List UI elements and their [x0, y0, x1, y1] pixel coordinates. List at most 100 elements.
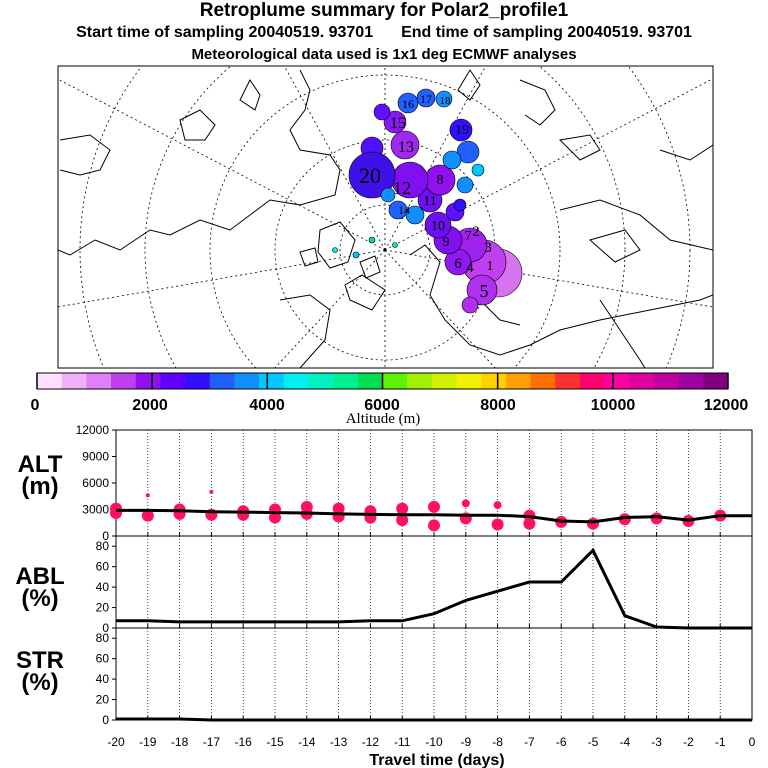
x-tick-label: -6 — [556, 735, 567, 749]
altitude-dot — [428, 519, 440, 532]
colorbar-segment — [111, 373, 137, 389]
plume-circle — [383, 110, 407, 134]
plume-circle — [348, 151, 396, 199]
x-tick-label: -8 — [492, 735, 503, 749]
day-label: 7 — [465, 229, 472, 244]
altitude-dot — [493, 501, 502, 510]
sampling-times: Start time of sampling 20040519. 93701 En… — [0, 24, 768, 42]
colorbar-segment — [259, 373, 285, 389]
colorbar-segment — [530, 373, 556, 389]
plume-circle — [456, 176, 474, 194]
day-label: 1 — [487, 259, 494, 274]
day-label: 20 — [359, 163, 381, 188]
colorbar-segment — [678, 373, 704, 389]
plume-circle — [416, 88, 436, 108]
x-tick-label: 0 — [749, 735, 756, 749]
day-label: 19 — [455, 123, 469, 138]
y-tick-label: 9000 — [82, 450, 109, 464]
y-tick-label: 80 — [96, 539, 110, 553]
plume-circle — [397, 92, 419, 114]
colorbar-segment — [283, 373, 309, 389]
colorbar-segment — [382, 373, 408, 389]
day-label: 11 — [423, 194, 436, 209]
met-data-note: Meteorological data used is 1x1 deg ECMW… — [191, 46, 577, 63]
x-tick-label: -4 — [619, 735, 630, 749]
end-time: End time of sampling 20040519. 93701 — [401, 24, 692, 41]
altitude-colorbar — [36, 372, 729, 390]
colorbar-segment — [37, 373, 63, 389]
colorbar-segment — [431, 373, 458, 389]
x-tick-label: -17 — [203, 735, 221, 749]
y-tick-label: 3000 — [82, 503, 109, 517]
colorbar-segment — [653, 373, 680, 389]
y-tick-label: 60 — [96, 560, 110, 574]
x-tick-label: -2 — [683, 735, 694, 749]
abl-panel-label: ABL (%) — [5, 563, 75, 612]
colorbar-tick: 10000 — [591, 397, 636, 414]
colorbar-title: Altitude (m) — [346, 411, 421, 427]
x-tick-label: -20 — [107, 735, 125, 749]
alt-panel: 0 3000 6000 9000 12000 — [76, 423, 753, 543]
x-tick-label: -3 — [651, 735, 662, 749]
colorbar-tick: 12000 — [704, 397, 749, 414]
day-label: 13 — [398, 139, 414, 156]
day-label: 2 — [472, 224, 480, 240]
x-tick-label: -9 — [460, 735, 471, 749]
abl-unit: (%) — [21, 585, 59, 612]
day-label: 16 — [402, 97, 414, 111]
y-tick-label: 80 — [96, 631, 110, 645]
y-tick-label: 0 — [102, 713, 109, 727]
altitude-dot — [396, 514, 409, 527]
day-label: 8 — [437, 173, 444, 188]
colorbar-segment — [160, 373, 186, 389]
plume-circle — [471, 163, 485, 177]
x-tick-label: -11 — [394, 735, 411, 749]
x-tick-label: -5 — [588, 735, 599, 749]
plume-day-labels: 20 19 18 17 16 15 14 13 12 11 10 9 8 7 6… — [359, 92, 494, 301]
day-label: 3 — [484, 240, 492, 256]
plume-circle — [390, 130, 420, 160]
colorbar-segment — [629, 373, 655, 389]
colorbar-frame — [36, 372, 729, 390]
plume-circle — [332, 247, 338, 253]
plume-circle — [449, 118, 473, 142]
colorbar-segment — [481, 373, 507, 389]
abl-panel: 0 20 40 60 80 — [96, 535, 753, 635]
day-label: 5 — [480, 281, 489, 301]
day-label: 10 — [431, 219, 445, 234]
alt-unit: (m) — [21, 473, 59, 500]
altitude-dot — [587, 517, 599, 530]
plume-circle — [405, 205, 425, 225]
y-tick-label: 20 — [96, 693, 110, 707]
y-tick-label: 12000 — [76, 423, 110, 437]
colorbar-segment — [135, 373, 161, 389]
plume-markers — [332, 88, 523, 314]
chart-title: Retroplume summary for Polar2_profile1 — [199, 0, 569, 21]
colorbar-segment — [703, 373, 729, 389]
y-tick-label: 0 — [102, 621, 109, 635]
y-tick-label: 40 — [96, 672, 110, 686]
day-label: 18 — [440, 95, 452, 107]
x-tick-label: -16 — [235, 735, 253, 749]
plume-circle — [461, 296, 479, 314]
x-tick-labels: -20 -19 -18 -17 -16 -15 -14 -13 -12 -11 -10 -9 -8 -7-… — [107, 735, 755, 749]
x-tick-label: -14 — [298, 735, 316, 749]
y-tick-label: 0 — [102, 529, 109, 543]
x-axis-title: Travel time (days) — [369, 752, 504, 768]
plume-circle — [352, 251, 360, 259]
abl-label: ABL — [15, 563, 65, 590]
altitude-dot — [491, 518, 504, 531]
plume-circle — [368, 236, 376, 244]
plume-circle — [442, 150, 462, 170]
y-tick-label: 40 — [96, 580, 110, 594]
day-label: 4 — [466, 260, 474, 276]
colorbar-tick: 4000 — [249, 397, 285, 414]
plume-circle — [424, 211, 452, 239]
colorbar-segment — [234, 373, 260, 389]
plume-circle — [435, 90, 453, 108]
colorbar-tick: 6000 — [364, 397, 400, 414]
colorbar-tick: 0 — [31, 397, 40, 414]
x-tick-label: -19 — [139, 735, 157, 749]
day-label: 14 — [398, 203, 410, 217]
